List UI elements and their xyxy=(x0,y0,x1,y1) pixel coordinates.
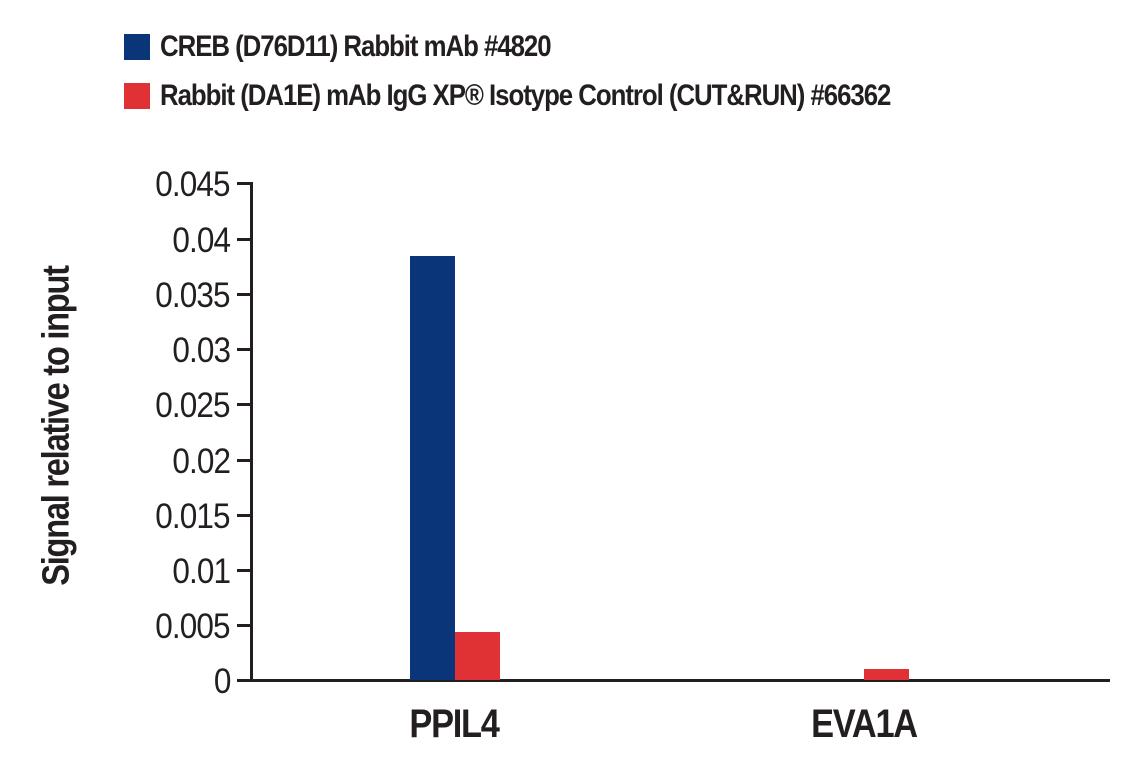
legend-swatch-isotype-control xyxy=(124,83,150,109)
x-category-label-eva1a: EVA1A xyxy=(811,702,918,746)
y-tick xyxy=(237,348,251,351)
legend-label-creb: CREB (D76D11) Rabbit mAb #4820 xyxy=(160,30,552,63)
y-tick-label: 0.02 xyxy=(172,442,231,481)
y-tick-label: 0.03 xyxy=(172,331,231,370)
x-category-label-ppil4: PPIL4 xyxy=(409,702,499,746)
y-tick xyxy=(237,514,251,517)
bar-eva1a-isotype-control xyxy=(864,669,909,680)
y-tick-label: 0.045 xyxy=(155,165,231,204)
y-axis-line xyxy=(250,182,253,682)
legend-item-creb: CREB (D76D11) Rabbit mAb #4820 xyxy=(124,30,614,64)
y-tick-label: 0.04 xyxy=(172,221,231,260)
y-tick xyxy=(237,238,251,241)
y-tick xyxy=(237,293,251,296)
y-tick xyxy=(237,459,251,462)
y-tick-label: 0 xyxy=(213,662,231,701)
y-tick-label: 0.015 xyxy=(155,497,231,536)
y-tick xyxy=(237,679,251,682)
y-axis-title: Signal relative to input xyxy=(35,266,78,586)
legend-item-isotype-control: Rabbit (DA1E) mAb IgG XP® Isotype Contro… xyxy=(124,79,1009,113)
y-tick xyxy=(237,403,251,406)
legend-swatch-creb xyxy=(124,34,150,60)
y-tick-label: 0.035 xyxy=(155,276,231,315)
bar-ppil4-creb xyxy=(410,256,455,680)
y-tick xyxy=(237,624,251,627)
x-axis-line xyxy=(250,679,1110,682)
y-tick xyxy=(237,569,251,572)
legend-label-isotype-control: Rabbit (DA1E) mAb IgG XP® Isotype Contro… xyxy=(160,79,891,112)
y-tick-label: 0.005 xyxy=(155,607,231,646)
y-tick xyxy=(237,182,251,185)
bar-ppil4-isotype-control xyxy=(455,632,500,680)
y-tick-label: 0.01 xyxy=(172,552,231,591)
y-tick-label: 0.025 xyxy=(155,386,231,425)
